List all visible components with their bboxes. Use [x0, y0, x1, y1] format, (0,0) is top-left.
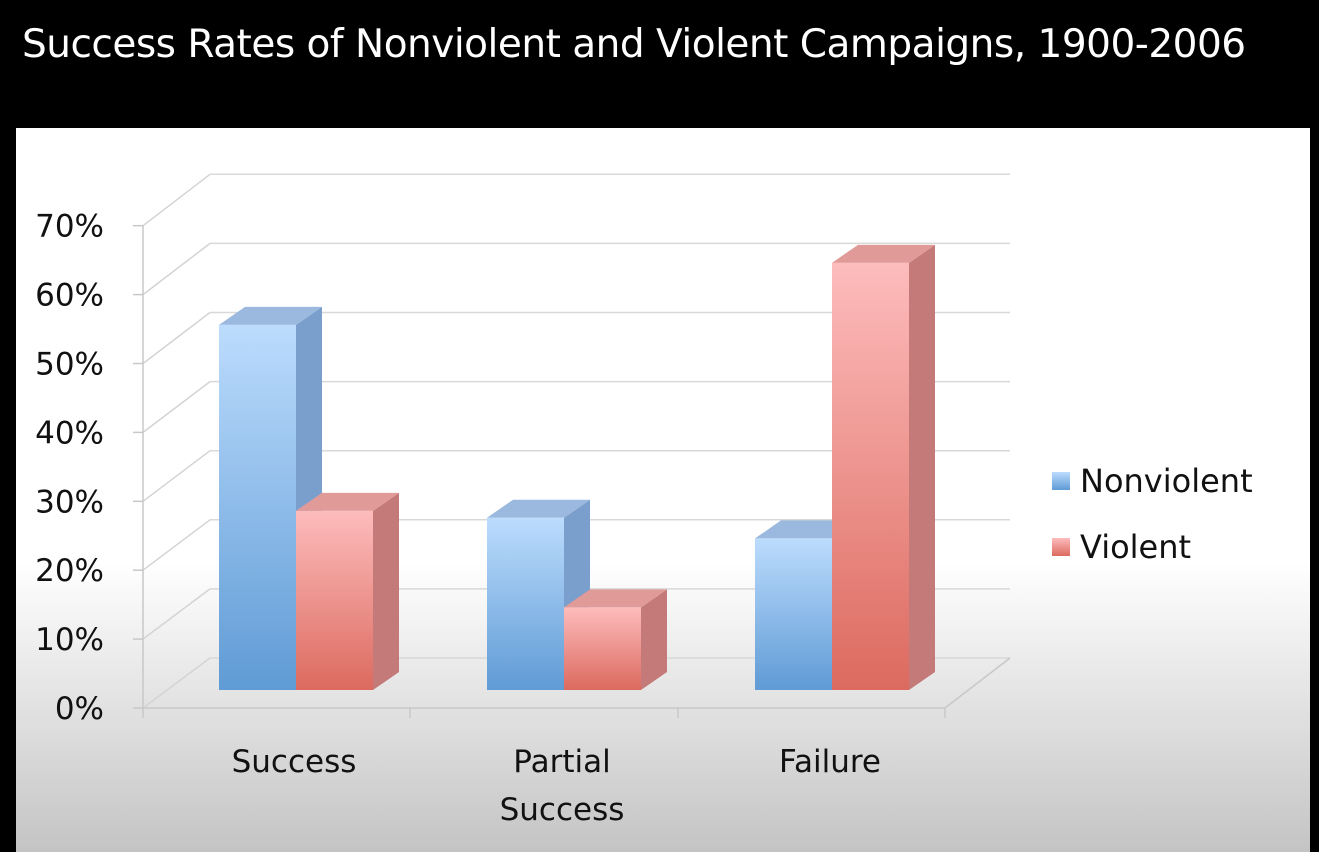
gridline-diagonal: [142, 173, 211, 227]
bar-top: [219, 306, 322, 325]
legend-label: Nonviolent: [1080, 462, 1253, 500]
bar-violent-1: [564, 607, 641, 690]
bar-top: [832, 244, 935, 263]
bar-violent-2: [832, 262, 909, 690]
y-tick-label: 10%: [35, 622, 104, 658]
floor-edge: [944, 657, 1011, 709]
legend-swatch-nonviolent: [1052, 472, 1070, 490]
y-tick-label: 0%: [55, 691, 104, 727]
gridline-diagonal: [142, 588, 211, 640]
gridline-diagonal: [142, 381, 211, 433]
gridline-diagonal: [142, 657, 211, 709]
y-tick-label: 20%: [35, 553, 104, 589]
bar-top: [564, 589, 667, 608]
bar-side: [373, 492, 399, 690]
x-tick-label: Failure: [779, 744, 881, 780]
bar-nonviolent-2: [755, 538, 832, 690]
bar-top: [296, 492, 399, 511]
chart-title: Success Rates of Nonviolent and Violent …: [22, 22, 1246, 67]
gridline-diagonal: [142, 311, 211, 365]
legend-label: Violent: [1080, 528, 1191, 566]
x-tick-label: Partial: [513, 744, 610, 780]
bar-nonviolent-1: [487, 517, 564, 690]
gridline-diagonal: [142, 242, 211, 296]
bar-side: [909, 244, 935, 690]
y-tick-label: 40%: [35, 415, 104, 451]
y-tick-label: 60%: [35, 278, 104, 314]
bar-top: [487, 499, 590, 518]
bar-side: [641, 589, 667, 690]
bar-violent-0: [296, 510, 373, 690]
x-tick-label: Success: [232, 744, 357, 780]
gridline-diagonal: [142, 450, 211, 502]
y-tick-label: 50%: [35, 347, 104, 383]
gridline-diagonal: [142, 519, 211, 571]
y-tick-label: 30%: [35, 484, 104, 520]
legend-swatch-violent: [1052, 538, 1070, 556]
x-tick-label: Success: [500, 792, 625, 828]
y-tick-label: 70%: [35, 209, 104, 245]
bar-nonviolent-0: [219, 324, 296, 690]
